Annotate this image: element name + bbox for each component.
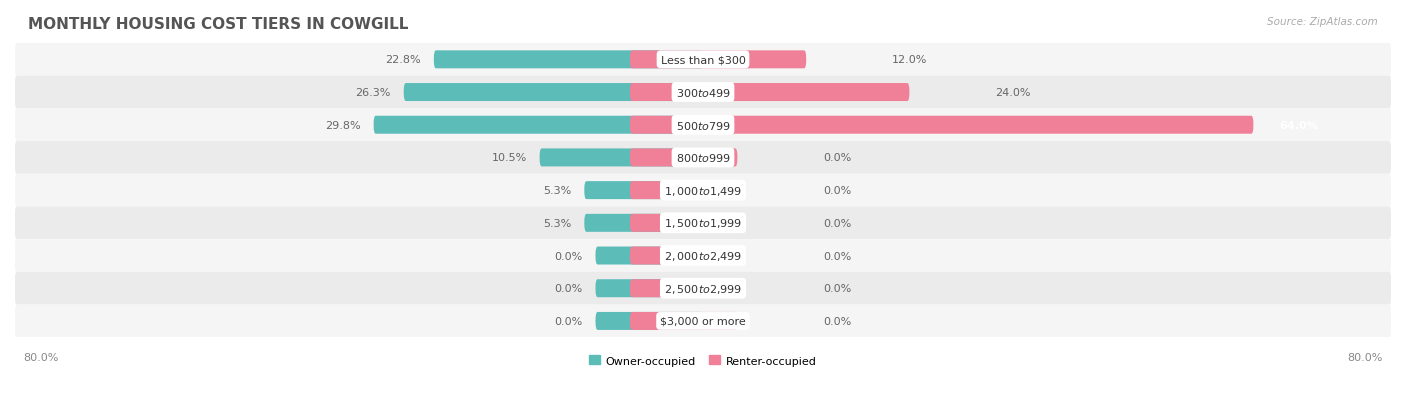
FancyBboxPatch shape [15,142,1391,174]
Text: $1,000 to $1,499: $1,000 to $1,499 [664,184,742,197]
FancyBboxPatch shape [630,84,910,102]
Text: Source: ZipAtlas.com: Source: ZipAtlas.com [1267,17,1378,26]
FancyBboxPatch shape [630,182,737,199]
FancyBboxPatch shape [630,116,1253,134]
Text: $2,000 to $2,499: $2,000 to $2,499 [664,249,742,262]
Text: $800 to $999: $800 to $999 [675,152,731,164]
Text: 24.0%: 24.0% [995,88,1031,98]
FancyBboxPatch shape [15,240,1391,272]
FancyBboxPatch shape [404,84,703,102]
Text: 0.0%: 0.0% [824,284,852,294]
FancyBboxPatch shape [596,312,703,330]
FancyBboxPatch shape [630,280,737,297]
Text: $3,000 or more: $3,000 or more [661,316,745,326]
Text: 64.0%: 64.0% [1279,121,1317,131]
FancyBboxPatch shape [596,247,703,265]
Text: 10.5%: 10.5% [492,153,527,163]
Text: 0.0%: 0.0% [824,153,852,163]
FancyBboxPatch shape [596,280,703,297]
FancyBboxPatch shape [15,76,1391,109]
Text: $500 to $799: $500 to $799 [675,119,731,131]
FancyBboxPatch shape [15,109,1391,142]
Text: Less than $300: Less than $300 [661,55,745,65]
Text: 29.8%: 29.8% [325,121,361,131]
Text: 0.0%: 0.0% [824,316,852,326]
Text: 0.0%: 0.0% [554,284,582,294]
Text: 80.0%: 80.0% [1347,352,1382,362]
Text: 0.0%: 0.0% [554,316,582,326]
Text: 5.3%: 5.3% [543,186,571,196]
Text: $1,500 to $1,999: $1,500 to $1,999 [664,217,742,230]
Text: $300 to $499: $300 to $499 [675,87,731,99]
FancyBboxPatch shape [434,51,703,69]
Legend: Owner-occupied, Renter-occupied: Owner-occupied, Renter-occupied [585,351,821,370]
Text: 0.0%: 0.0% [824,251,852,261]
FancyBboxPatch shape [585,214,703,232]
Text: $2,500 to $2,999: $2,500 to $2,999 [664,282,742,295]
Text: 5.3%: 5.3% [543,218,571,228]
FancyBboxPatch shape [630,312,737,330]
FancyBboxPatch shape [540,149,703,167]
FancyBboxPatch shape [630,51,806,69]
FancyBboxPatch shape [15,174,1391,207]
FancyBboxPatch shape [15,305,1391,337]
FancyBboxPatch shape [374,116,703,134]
FancyBboxPatch shape [585,182,703,199]
FancyBboxPatch shape [630,149,737,167]
FancyBboxPatch shape [630,214,737,232]
Text: 0.0%: 0.0% [554,251,582,261]
Text: MONTHLY HOUSING COST TIERS IN COWGILL: MONTHLY HOUSING COST TIERS IN COWGILL [28,17,409,31]
Text: 22.8%: 22.8% [385,55,420,65]
Text: 26.3%: 26.3% [356,88,391,98]
Text: 12.0%: 12.0% [893,55,928,65]
Text: 0.0%: 0.0% [824,218,852,228]
FancyBboxPatch shape [15,44,1391,76]
FancyBboxPatch shape [15,272,1391,305]
FancyBboxPatch shape [630,247,737,265]
Text: 0.0%: 0.0% [824,186,852,196]
FancyBboxPatch shape [15,207,1391,240]
Text: 80.0%: 80.0% [24,352,59,362]
